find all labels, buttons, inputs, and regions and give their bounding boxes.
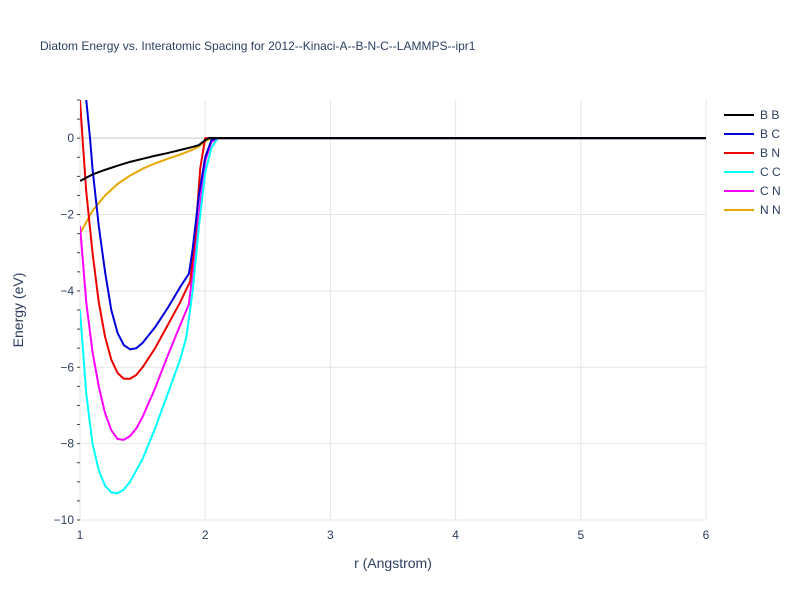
legend-item[interactable]: C C (724, 165, 781, 179)
legend-item[interactable]: B B (724, 108, 779, 122)
series-group (80, 100, 706, 495)
legend[interactable]: B B B C B N C C C N N N (724, 108, 781, 217)
legend-label: B C (760, 127, 780, 141)
legend-label: C C (760, 165, 781, 179)
y-tick-label: −6 (60, 360, 74, 374)
x-tick-label: 2 (202, 528, 209, 542)
x-tick-label: 5 (577, 528, 584, 542)
legend-item[interactable]: C N (724, 184, 781, 198)
series-line-b-b (80, 137, 706, 182)
legend-item[interactable]: N N (724, 203, 781, 217)
x-tick-label: 1 (77, 528, 84, 542)
x-tick-label: 6 (703, 528, 710, 542)
legend-item[interactable]: B N (724, 146, 780, 160)
y-tick-label: −10 (54, 513, 75, 527)
y-tick-label: −2 (60, 208, 74, 222)
legend-item[interactable]: B C (724, 127, 780, 141)
x-axis-title: r (Angstrom) (354, 555, 432, 571)
y-axis-title: Energy (eV) (10, 273, 26, 348)
y-tick-label: −4 (60, 284, 74, 298)
y-tick-labels: −10 −8 −6 −4 −2 0 (54, 131, 75, 527)
chart-title: Diatom Energy vs. Interatomic Spacing fo… (40, 39, 476, 53)
legend-label: B N (760, 146, 780, 160)
y-tick-label: −8 (60, 437, 74, 451)
x-tick-label: 4 (452, 528, 459, 542)
y-tick-label: 0 (67, 131, 74, 145)
x-tick-label: 3 (327, 528, 334, 542)
legend-label: B B (760, 108, 779, 122)
legend-label: N N (760, 203, 781, 217)
legend-label: C N (760, 184, 781, 198)
x-tick-labels: 1 2 3 4 5 6 (77, 528, 710, 542)
